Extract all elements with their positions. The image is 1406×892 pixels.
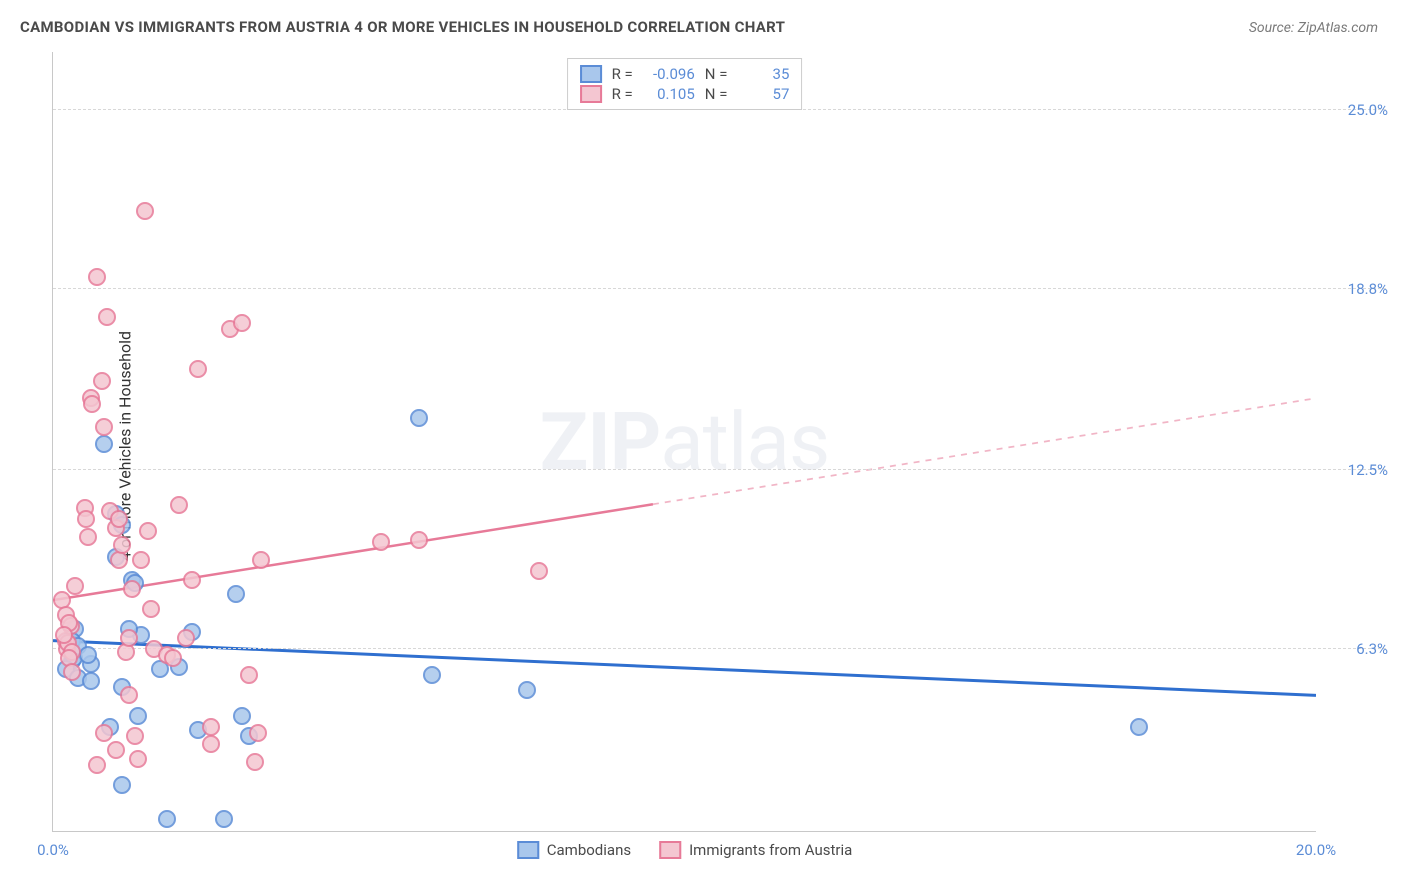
scatter-point bbox=[142, 600, 160, 618]
legend-stats-row: R = 0.105 N = 57 bbox=[580, 85, 790, 103]
scatter-point bbox=[132, 551, 150, 569]
legend-r-value: 0.105 bbox=[643, 85, 695, 103]
scatter-point bbox=[530, 562, 548, 580]
scatter-point bbox=[202, 718, 220, 736]
y-tick-label: 12.5% bbox=[1324, 461, 1388, 479]
legend-r-label: R = bbox=[612, 85, 633, 103]
legend-n-label: N = bbox=[705, 85, 728, 103]
scatter-point bbox=[110, 510, 128, 528]
scatter-point bbox=[177, 629, 195, 647]
x-tick-label: 20.0% bbox=[1296, 841, 1336, 859]
scatter-point bbox=[372, 533, 390, 551]
legend-item: Cambodians bbox=[517, 841, 631, 859]
scatter-point bbox=[98, 308, 116, 326]
plot-area: ZIPatlas R = -0.096 N = 35 R = 0.105 N =… bbox=[52, 52, 1316, 832]
scatter-point bbox=[77, 510, 95, 528]
legend-r-value: -0.096 bbox=[643, 65, 695, 83]
scatter-point bbox=[170, 496, 188, 514]
source-credit: Source: ZipAtlas.com bbox=[1249, 20, 1378, 36]
scatter-point bbox=[95, 435, 113, 453]
scatter-point bbox=[158, 810, 176, 828]
chart-title: CAMBODIAN VS IMMIGRANTS FROM AUSTRIA 4 O… bbox=[20, 18, 785, 36]
scatter-point bbox=[233, 707, 251, 725]
legend-swatch-icon bbox=[580, 85, 602, 103]
scatter-point bbox=[139, 522, 157, 540]
scatter-point bbox=[82, 672, 100, 690]
x-tick-label: 0.0% bbox=[37, 841, 69, 859]
scatter-point bbox=[1130, 718, 1148, 736]
legend-stats: R = -0.096 N = 35 R = 0.105 N = 57 bbox=[567, 58, 803, 110]
scatter-point bbox=[423, 666, 441, 684]
scatter-point bbox=[129, 750, 147, 768]
chart-container: CAMBODIAN VS IMMIGRANTS FROM AUSTRIA 4 O… bbox=[0, 0, 1406, 892]
legend-stats-row: R = -0.096 N = 35 bbox=[580, 65, 790, 83]
scatter-point bbox=[113, 536, 131, 554]
scatter-point bbox=[227, 585, 245, 603]
scatter-point bbox=[55, 626, 73, 644]
legend-n-value: 35 bbox=[737, 65, 789, 83]
scatter-point bbox=[252, 551, 270, 569]
scatter-point bbox=[83, 395, 101, 413]
legend-item-label: Immigrants from Austria bbox=[689, 841, 852, 859]
scatter-point bbox=[202, 735, 220, 753]
gridline bbox=[53, 288, 1386, 289]
legend-n-value: 57 bbox=[737, 85, 789, 103]
watermark: ZIPatlas bbox=[540, 395, 829, 489]
legend-n-label: N = bbox=[705, 65, 728, 83]
scatter-point bbox=[164, 649, 182, 667]
scatter-point bbox=[249, 724, 267, 742]
legend-item-label: Cambodians bbox=[547, 841, 631, 859]
scatter-point bbox=[233, 314, 251, 332]
scatter-point bbox=[183, 571, 201, 589]
gridline bbox=[53, 648, 1386, 649]
scatter-point bbox=[120, 629, 138, 647]
scatter-point bbox=[410, 409, 428, 427]
scatter-point bbox=[88, 756, 106, 774]
legend-swatch-icon bbox=[580, 65, 602, 83]
legend-swatch-icon bbox=[659, 841, 681, 859]
scatter-point bbox=[410, 531, 428, 549]
scatter-point bbox=[93, 372, 111, 390]
scatter-point bbox=[120, 686, 138, 704]
legend-series: Cambodians Immigrants from Austria bbox=[517, 841, 853, 859]
scatter-point bbox=[136, 202, 154, 220]
scatter-point bbox=[240, 666, 258, 684]
scatter-point bbox=[95, 418, 113, 436]
legend-item: Immigrants from Austria bbox=[659, 841, 852, 859]
scatter-point bbox=[123, 580, 141, 598]
scatter-point bbox=[246, 753, 264, 771]
y-tick-label: 18.8% bbox=[1324, 280, 1388, 298]
scatter-point bbox=[215, 810, 233, 828]
scatter-point bbox=[79, 646, 97, 664]
legend-r-label: R = bbox=[612, 65, 633, 83]
scatter-point bbox=[66, 577, 84, 595]
scatter-point bbox=[189, 360, 207, 378]
scatter-point bbox=[88, 268, 106, 286]
gridline bbox=[53, 469, 1386, 470]
scatter-point bbox=[126, 727, 144, 745]
scatter-point bbox=[129, 707, 147, 725]
scatter-point bbox=[113, 776, 131, 794]
scatter-point bbox=[518, 681, 536, 699]
scatter-point bbox=[63, 663, 81, 681]
scatter-point bbox=[95, 724, 113, 742]
y-tick-label: 25.0% bbox=[1324, 101, 1388, 119]
scatter-point bbox=[79, 528, 97, 546]
legend-swatch-icon bbox=[517, 841, 539, 859]
y-tick-label: 6.3% bbox=[1324, 640, 1388, 658]
scatter-point bbox=[107, 741, 125, 759]
